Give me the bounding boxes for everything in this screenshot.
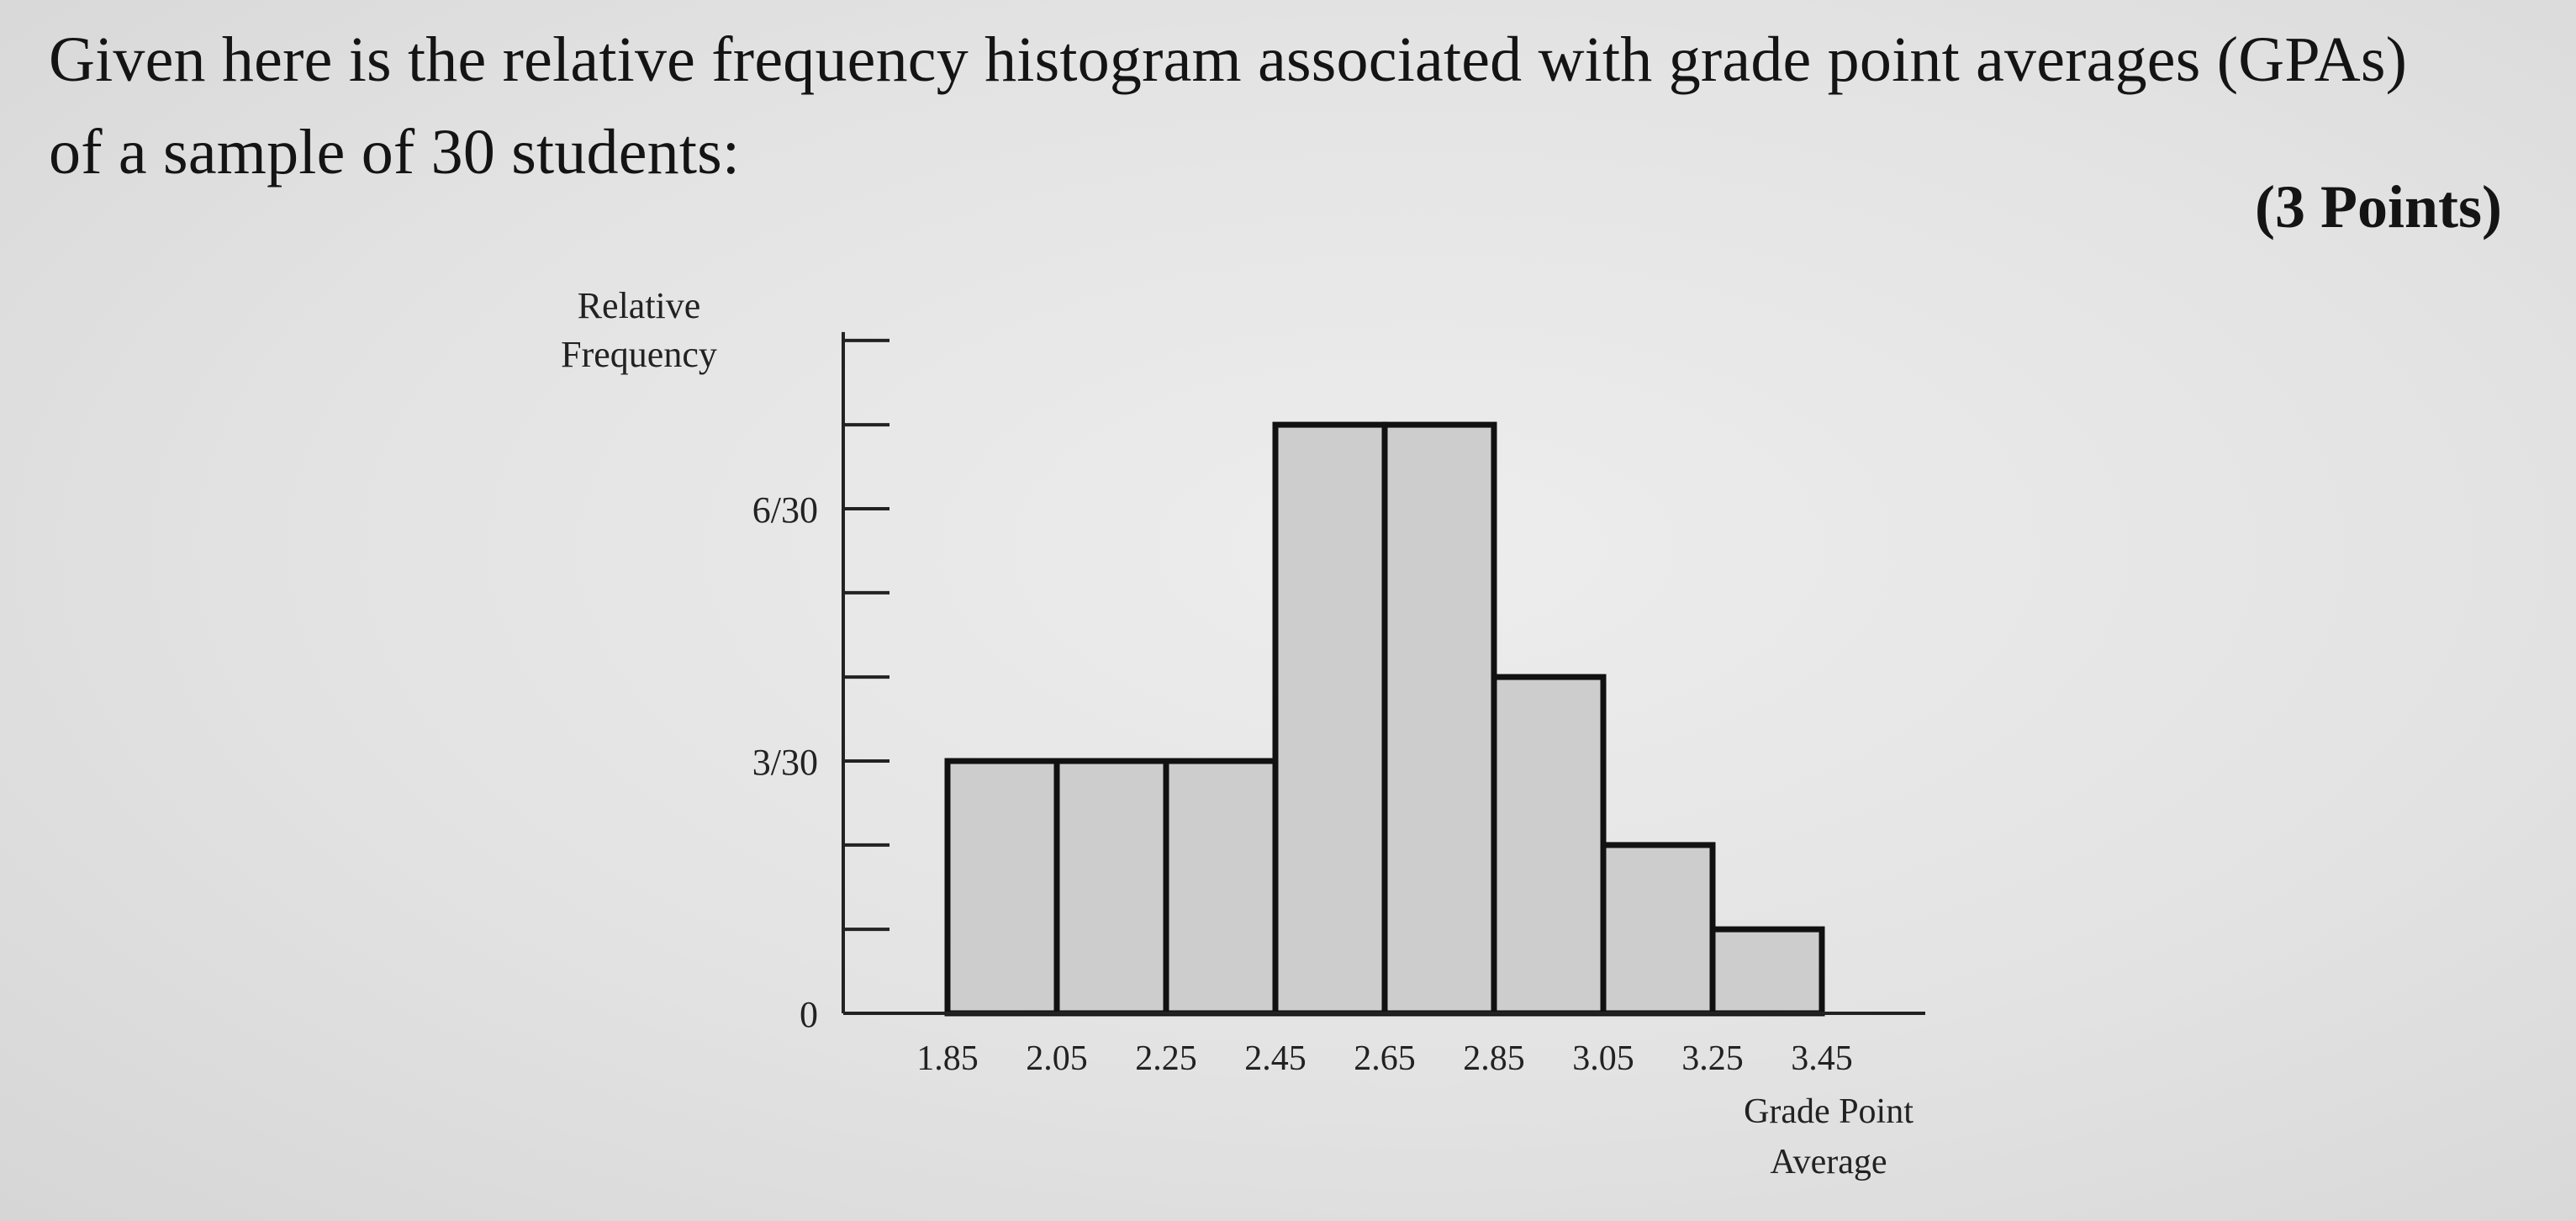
x-tick-label: 3.05 — [1572, 1039, 1634, 1078]
x-axis-label: Average — [1770, 1143, 1887, 1181]
y-tick-label: 6/30 — [752, 489, 818, 531]
histogram-bar — [1491, 674, 1607, 1017]
x-tick-label: 3.25 — [1681, 1039, 1744, 1078]
x-tick-label: 2.85 — [1463, 1039, 1525, 1078]
points-label: (3 Points) — [2255, 173, 2502, 240]
histogram-bar — [1709, 926, 1825, 1017]
x-tick-label: 3.45 — [1791, 1039, 1853, 1078]
histogram-bar — [1053, 758, 1169, 1017]
y-axis-label: Frequency — [561, 334, 717, 375]
question-text-line1: Given here is the relative frequency his… — [49, 24, 2408, 95]
x-tick-label: 2.25 — [1135, 1039, 1197, 1078]
histogram-bar — [944, 758, 1060, 1017]
x-tick-label: 2.05 — [1026, 1039, 1088, 1078]
y-tick-label: 3/30 — [752, 742, 818, 783]
histogram-bar — [1600, 842, 1716, 1017]
x-tick-label: 2.65 — [1354, 1039, 1416, 1078]
y-tick-label: 0 — [800, 994, 818, 1035]
histogram-bar — [1163, 758, 1279, 1017]
x-axis-label: Grade Point — [1744, 1092, 1914, 1131]
x-tick-label: 1.85 — [916, 1039, 979, 1078]
histogram-bar — [1272, 421, 1388, 1017]
question-text-line2: of a sample of 30 students: — [49, 117, 741, 188]
histogram-bar — [1381, 421, 1497, 1017]
x-tick-label: 2.45 — [1244, 1039, 1306, 1078]
y-axis-label: Relative — [578, 285, 701, 326]
